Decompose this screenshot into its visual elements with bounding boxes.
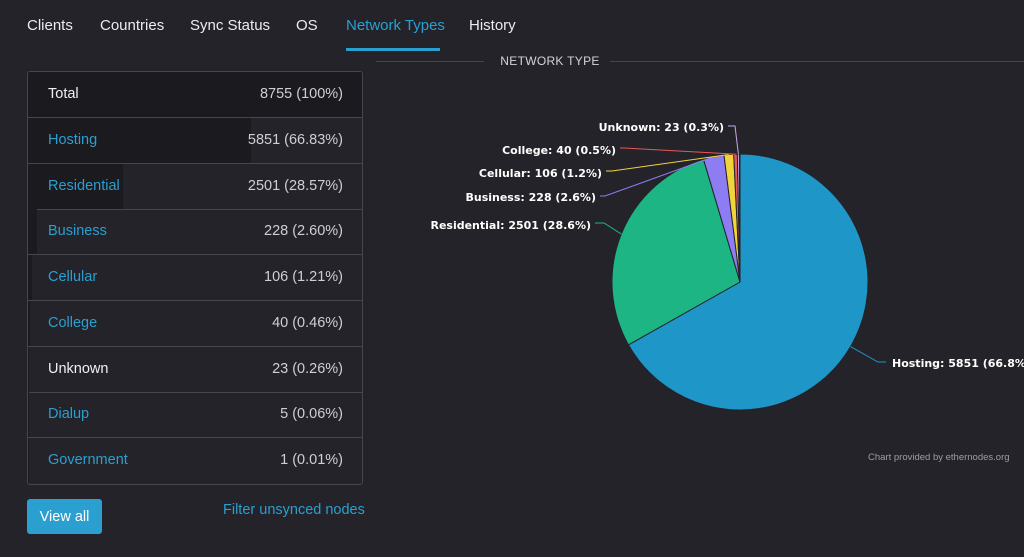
- share-bar: [28, 300, 30, 346]
- data-label-college: College: 40 (0.5%): [502, 144, 616, 157]
- row-label[interactable]: Government: [48, 452, 128, 469]
- row-value: 40 (0.46%): [272, 314, 343, 331]
- data-label-residential: Residential: 2501 (28.6%): [430, 219, 591, 232]
- share-bar: [28, 72, 362, 117]
- chart-credit: Chart provided by ethernodes.org: [868, 452, 1010, 463]
- data-label-unknown: Unknown: 23 (0.3%): [599, 121, 724, 134]
- table-row: Unknown 23 (0.26%): [28, 346, 362, 393]
- table-row[interactable]: Government 1 (0.01%): [28, 438, 362, 484]
- row-value: 228 (2.60%): [264, 223, 343, 240]
- data-label-hosting: Hosting: 5851 (66.8%): [892, 357, 1024, 370]
- table-row[interactable]: Dialup 5 (0.06%): [28, 392, 362, 439]
- row-value: 1 (0.01%): [280, 452, 343, 469]
- leader-line-residential: [595, 222, 622, 235]
- table-row[interactable]: Hosting 5851 (66.83%): [28, 117, 362, 164]
- row-label[interactable]: Business: [48, 223, 107, 240]
- row-value: 106 (1.21%): [264, 269, 343, 286]
- row-value: 23 (0.26%): [272, 360, 343, 377]
- leader-line-cellular: [606, 153, 729, 172]
- share-bar: [28, 163, 124, 209]
- share-bar: [28, 438, 30, 484]
- row-label[interactable]: Residential: [48, 177, 120, 194]
- tab-history[interactable]: History: [469, 17, 516, 34]
- data-label-business: Business: 228 (2.6%): [465, 191, 596, 204]
- share-bar: [28, 392, 30, 438]
- view-all-button[interactable]: View all: [27, 499, 102, 534]
- share-bar: [28, 255, 33, 301]
- share-bar: [28, 117, 252, 163]
- tab-countries[interactable]: Countries: [100, 17, 165, 34]
- row-value: 8755 (100%): [259, 86, 343, 102]
- row-label[interactable]: Cellular: [48, 269, 98, 286]
- filter-unsynced-link[interactable]: Filter unsynced nodes: [223, 502, 365, 518]
- section-divider-right: [610, 61, 1024, 62]
- leader-line-college: [620, 147, 736, 155]
- table-row[interactable]: College 40 (0.46%): [28, 300, 362, 347]
- data-label-cellular: Cellular: 106 (1.2%): [479, 167, 602, 180]
- row-value: 2501 (28.57%): [247, 177, 343, 194]
- network-types-table: Total 8755 (100%) Hosting 5851 (66.83%) Resi…: [27, 71, 363, 485]
- row-label[interactable]: Dialup: [48, 406, 90, 423]
- table-row: Total 8755 (100%): [28, 72, 362, 118]
- row-label[interactable]: College: [48, 314, 98, 331]
- tab-os[interactable]: OS: [296, 17, 318, 34]
- section-divider-left: [376, 61, 484, 62]
- leader-line-business: [600, 156, 714, 197]
- leader-line-hosting: [850, 346, 886, 363]
- tab-clients[interactable]: Clients: [27, 17, 73, 34]
- tab-bar: Clients Countries Sync Status OS Network Typ…: [0, 0, 1024, 52]
- row-label: Unknown: [48, 360, 109, 377]
- row-value: 5 (0.06%): [280, 406, 343, 423]
- section-title: NETWORK TYPE: [500, 54, 600, 68]
- leader-line-unknown: [728, 125, 739, 155]
- share-bar: [28, 346, 30, 392]
- tab-network-types[interactable]: Network Types: [346, 17, 445, 34]
- table-row[interactable]: Cellular 106 (1.21%): [28, 255, 362, 302]
- table-row[interactable]: Residential 2501 (28.57%): [28, 163, 362, 210]
- row-label[interactable]: Hosting: [48, 131, 98, 148]
- row-label: Total: [48, 86, 79, 102]
- tab-sync-status[interactable]: Sync Status: [190, 17, 271, 34]
- share-bar: [28, 209, 37, 255]
- table-row[interactable]: Business 228 (2.60%): [28, 209, 362, 256]
- row-value: 5851 (66.83%): [247, 131, 343, 148]
- active-tab-indicator: [346, 48, 440, 51]
- pie-slice-hosting[interactable]: [627, 153, 869, 411]
